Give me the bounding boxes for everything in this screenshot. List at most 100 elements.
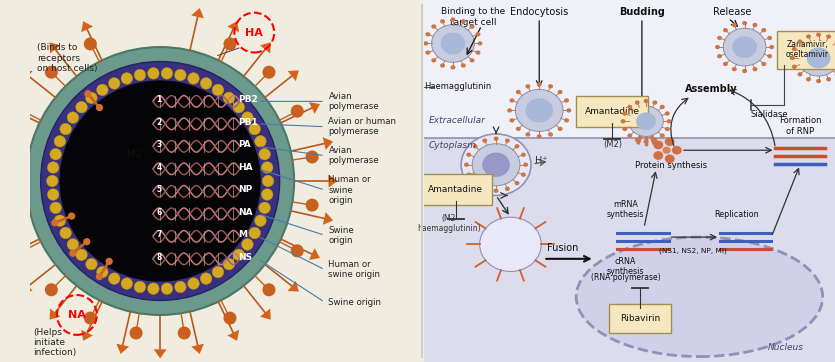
- Text: Budding: Budding: [619, 7, 665, 17]
- Text: Avian
polymerase: Avian polymerase: [328, 146, 379, 165]
- Circle shape: [423, 41, 428, 46]
- Circle shape: [797, 72, 802, 76]
- Circle shape: [76, 101, 88, 113]
- Circle shape: [537, 82, 542, 87]
- Circle shape: [148, 68, 159, 79]
- Circle shape: [84, 37, 97, 50]
- Polygon shape: [227, 21, 239, 32]
- Circle shape: [636, 113, 656, 130]
- Polygon shape: [0, 102, 12, 114]
- Circle shape: [548, 132, 553, 137]
- Circle shape: [558, 90, 563, 94]
- Circle shape: [627, 134, 632, 138]
- Circle shape: [262, 175, 274, 187]
- Circle shape: [109, 273, 120, 285]
- Circle shape: [521, 173, 526, 177]
- Circle shape: [644, 139, 649, 144]
- Circle shape: [478, 41, 483, 46]
- Text: Fusion: Fusion: [548, 243, 579, 253]
- Circle shape: [200, 273, 212, 285]
- FancyBboxPatch shape: [609, 304, 671, 333]
- Text: PB2: PB2: [238, 95, 258, 104]
- Circle shape: [622, 111, 627, 116]
- Circle shape: [291, 244, 304, 257]
- Circle shape: [665, 137, 675, 146]
- Circle shape: [84, 90, 92, 97]
- Circle shape: [731, 23, 736, 27]
- Text: Avian
polymerase: Avian polymerase: [328, 92, 379, 111]
- Circle shape: [233, 249, 245, 261]
- Circle shape: [233, 101, 245, 113]
- Circle shape: [60, 227, 72, 239]
- Circle shape: [479, 217, 541, 272]
- Circle shape: [306, 151, 319, 164]
- Text: NP: NP: [238, 185, 252, 194]
- Text: NA: NA: [238, 207, 253, 216]
- Circle shape: [525, 132, 530, 137]
- Circle shape: [816, 79, 821, 83]
- Polygon shape: [288, 281, 299, 292]
- Circle shape: [212, 266, 224, 278]
- Circle shape: [564, 118, 569, 123]
- Circle shape: [241, 239, 253, 250]
- Circle shape: [723, 62, 728, 66]
- Circle shape: [262, 283, 276, 296]
- Text: 6: 6: [156, 207, 162, 216]
- Text: Amantadine: Amantadine: [584, 107, 640, 116]
- Circle shape: [483, 187, 487, 191]
- Circle shape: [483, 152, 510, 177]
- FancyBboxPatch shape: [424, 0, 835, 138]
- Circle shape: [652, 138, 657, 142]
- Text: Human or
swine
origin: Human or swine origin: [328, 175, 371, 205]
- Circle shape: [790, 56, 795, 60]
- Circle shape: [473, 181, 478, 185]
- Polygon shape: [323, 137, 333, 150]
- Circle shape: [493, 136, 498, 141]
- Polygon shape: [227, 330, 239, 341]
- Circle shape: [188, 278, 200, 289]
- Circle shape: [175, 69, 186, 81]
- Circle shape: [48, 162, 59, 173]
- Text: (M2): (M2): [604, 140, 623, 149]
- FancyBboxPatch shape: [420, 174, 492, 205]
- Polygon shape: [309, 248, 320, 260]
- Circle shape: [798, 40, 835, 76]
- Circle shape: [752, 23, 757, 27]
- Circle shape: [717, 36, 722, 40]
- Circle shape: [223, 92, 235, 104]
- Circle shape: [653, 140, 663, 149]
- Polygon shape: [49, 42, 60, 54]
- Circle shape: [54, 215, 66, 227]
- Circle shape: [2, 151, 15, 164]
- Text: (RNA polymerase): (RNA polymerase): [590, 273, 660, 282]
- Circle shape: [212, 84, 224, 96]
- Text: NA: NA: [68, 310, 86, 320]
- Text: M2: M2: [128, 149, 142, 159]
- Circle shape: [723, 28, 728, 32]
- Circle shape: [548, 84, 553, 88]
- Polygon shape: [191, 8, 204, 18]
- Text: Haemagglutinin: Haemagglutinin: [424, 83, 492, 91]
- Circle shape: [134, 69, 146, 81]
- Circle shape: [84, 238, 90, 245]
- Text: Avian or human
polymerase: Avian or human polymerase: [328, 117, 397, 136]
- Circle shape: [161, 68, 173, 79]
- Text: 1: 1: [156, 95, 162, 104]
- Circle shape: [432, 58, 436, 63]
- Circle shape: [660, 105, 665, 109]
- Circle shape: [537, 134, 542, 139]
- Circle shape: [483, 138, 487, 143]
- Circle shape: [17, 105, 29, 118]
- Text: cRNA
synthesis: cRNA synthesis: [607, 257, 645, 277]
- Polygon shape: [323, 212, 333, 225]
- Circle shape: [762, 28, 767, 32]
- Circle shape: [525, 84, 530, 88]
- Circle shape: [109, 77, 120, 89]
- Circle shape: [653, 151, 663, 160]
- Text: Endocytosis: Endocytosis: [510, 7, 569, 17]
- Circle shape: [291, 105, 304, 118]
- Circle shape: [566, 108, 571, 113]
- Polygon shape: [22, 70, 33, 81]
- FancyBboxPatch shape: [424, 138, 835, 362]
- Circle shape: [259, 148, 271, 160]
